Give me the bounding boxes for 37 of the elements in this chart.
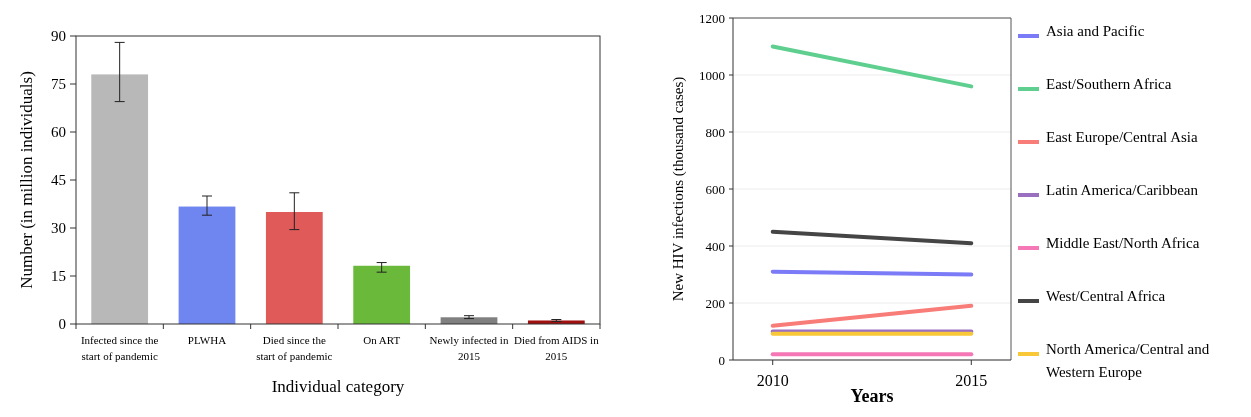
x-axis-title: Years <box>850 386 894 406</box>
x-tick-label: Infected since the start of pandemic <box>80 334 159 362</box>
bar <box>91 74 149 324</box>
y-tick-label: 75 <box>51 76 66 93</box>
bar <box>178 206 236 324</box>
y-tick-label: 1000 <box>699 67 725 83</box>
legend-label: Asia and Pacific <box>1046 23 1145 39</box>
x-tick-label: 2015 <box>955 372 988 389</box>
y-axis-title: New HIV infections (thousand cases) <box>670 76 687 302</box>
bar <box>265 212 323 324</box>
legend-label: Latin America/Caribbean <box>1046 182 1199 198</box>
y-tick-label: 1200 <box>699 10 725 26</box>
x-axis-title: Individual category <box>271 377 405 396</box>
y-tick-label: 0 <box>718 352 725 368</box>
y-tick-label: 800 <box>705 124 725 140</box>
y-tick-label: 60 <box>51 124 66 141</box>
y-tick-label: 30 <box>51 220 66 237</box>
bar <box>353 265 411 324</box>
x-tick-label: PLWHA <box>187 334 227 346</box>
y-tick-label: 90 <box>51 28 66 45</box>
legend-label: East Europe/Central Asia <box>1046 129 1198 145</box>
y-tick-label: 400 <box>705 238 725 254</box>
x-tick-label: Died since the start of pandemic <box>256 334 333 362</box>
x-tick-label: Newly infected in 2015 <box>429 334 509 362</box>
x-tick-label: On ART <box>363 334 401 346</box>
x-tick-label: Died from AIDS in 2015 <box>514 334 600 362</box>
x-tick-label: 2010 <box>756 372 789 389</box>
legend-label: North America/Central and Western Europe <box>1046 341 1210 380</box>
legend-label: West/Central Africa <box>1046 288 1166 304</box>
y-tick-label: 15 <box>51 268 66 285</box>
legend-label: Middle East/North Africa <box>1046 235 1200 251</box>
y-tick-label: 45 <box>51 172 66 189</box>
y-axis-title: Number (in million individuals) <box>17 71 36 289</box>
y-tick-label: 600 <box>705 181 725 197</box>
y-tick-label: 200 <box>705 295 725 311</box>
legend-label: East/Southern Africa <box>1046 76 1172 92</box>
y-tick-label: 0 <box>58 316 66 333</box>
